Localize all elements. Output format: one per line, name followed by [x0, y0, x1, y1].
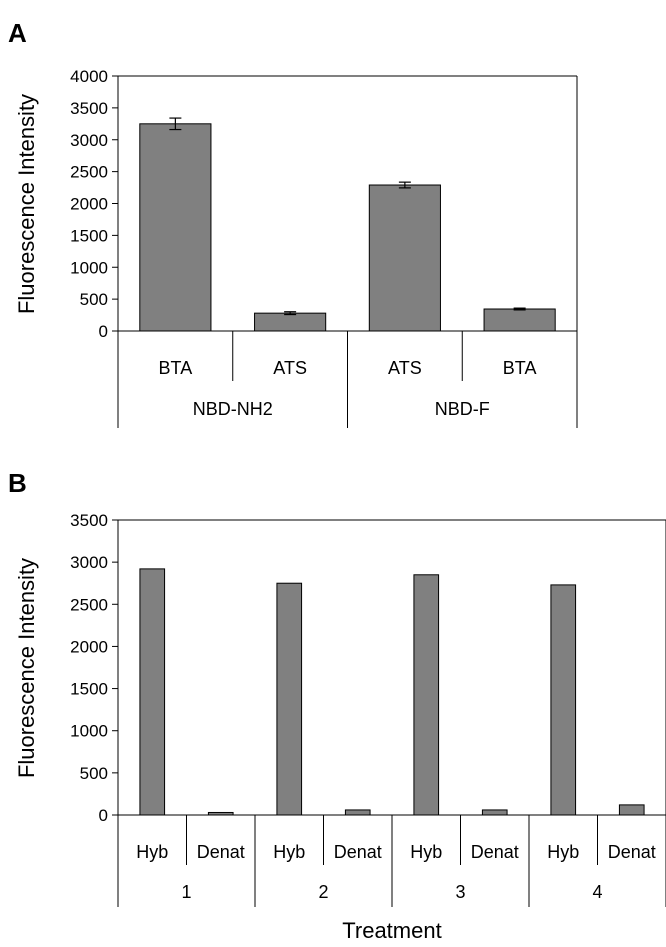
panel-b-group-label: 3 — [455, 882, 465, 902]
panel-b-bar — [276, 582, 303, 816]
panel-b-group-label: 4 — [592, 882, 602, 902]
panel-a-category-label: ATS — [273, 358, 307, 378]
panel-a-bar — [368, 184, 441, 332]
panel-a-y-tick-label: 1000 — [70, 258, 108, 277]
panel-b-category-label: Denat — [334, 842, 382, 862]
panel-b: B Fluorescence Intensity Treatment 0 500 1… — [8, 468, 666, 943]
panel-b-category-label: Hyb — [273, 842, 305, 862]
panel-b-y-tick-label: 3000 — [70, 553, 108, 572]
panel-b-bar — [344, 809, 371, 816]
panel-a-y-tick-label: 2500 — [70, 163, 108, 182]
panel-b-y-tick-label: 1000 — [70, 722, 108, 741]
panel-a-bar — [139, 123, 212, 332]
panel-b-category-label: Denat — [197, 842, 245, 862]
panel-b-bar — [207, 811, 234, 816]
panel-a-group-label: NBD-F — [435, 399, 490, 419]
panel-a-category-label: BTA — [159, 358, 193, 378]
panel-b-y-axis-label: Fluorescence Intensity — [14, 558, 39, 778]
panel-b-y-tick-label: 0 — [99, 806, 108, 825]
panel-b-y-tick-label: 1500 — [70, 680, 108, 699]
panel-b-bar — [139, 568, 166, 816]
panel-b-category-label: Denat — [608, 842, 656, 862]
panel-b-category-label: Hyb — [410, 842, 442, 862]
panel-b-y-tick-label: 3500 — [70, 511, 108, 530]
panel-a-bar — [254, 312, 327, 332]
panel-b-category-label: Denat — [471, 842, 519, 862]
panel-a-y-tick-label: 3000 — [70, 131, 108, 150]
panel-b-group-label: 2 — [318, 882, 328, 902]
panel-a-group-label: NBD-NH2 — [193, 399, 273, 419]
panel-a-y-tick-label: 2000 — [70, 195, 108, 214]
panel-b-bar — [413, 574, 440, 816]
panel-b-bar — [550, 584, 577, 816]
panel-b-bar — [618, 804, 645, 816]
panel-b-y-tick-label: 2000 — [70, 637, 108, 656]
panel-a-category-label: ATS — [388, 358, 422, 378]
panel-a-label: A — [8, 18, 27, 48]
panel-b-y-tick-label: 500 — [80, 764, 108, 783]
panel-a-y-tick-label: 4000 — [70, 67, 108, 86]
panel-b-group-label: 1 — [181, 882, 191, 902]
panel-b-y-tick-label: 2500 — [70, 595, 108, 614]
panel-b-bar — [481, 809, 508, 816]
panel-a-y-axis-label: Fluorescence Intensity — [14, 94, 39, 314]
panel-a-y-tick-label: 3500 — [70, 99, 108, 118]
panel-a-category-label: BTA — [503, 358, 537, 378]
panel-a-y-tick-label: 1500 — [70, 226, 108, 245]
panel-b-label: B — [8, 468, 27, 498]
panel-b-category-label: Hyb — [547, 842, 579, 862]
panel-a-bar — [483, 308, 556, 332]
panel-a-y-tick-label: 500 — [80, 290, 108, 309]
panel-b-category-label: Hyb — [136, 842, 168, 862]
panel-a-y-tick-label: 0 — [99, 322, 108, 341]
panel-b-x-axis-label: Treatment — [342, 918, 441, 943]
panel-a: A Fluorescence Intensity 0 500 1000 1500 200… — [8, 18, 578, 428]
